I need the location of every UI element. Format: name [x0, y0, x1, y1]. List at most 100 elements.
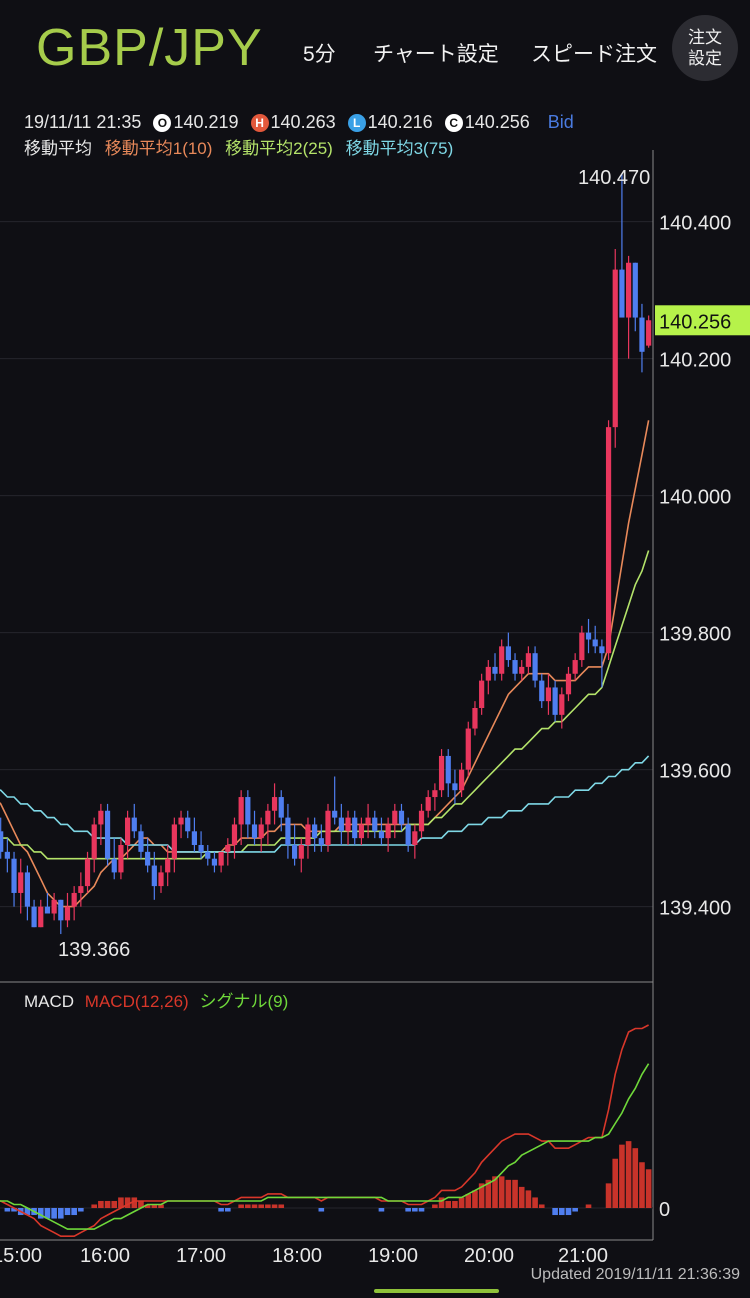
candle-body: [539, 680, 545, 702]
candle-body: [646, 320, 652, 346]
macd-histogram-bar: [559, 1208, 565, 1216]
candle: [298, 838, 304, 873]
candle: [131, 803, 137, 839]
candle: [512, 653, 518, 681]
candle: [78, 872, 84, 907]
candle-body: [191, 831, 197, 845]
y-tick-label: 140.400: [659, 213, 731, 235]
low-price-label: 139.366: [58, 939, 130, 961]
y-tick-label: 140.200: [659, 350, 731, 372]
candle-body: [325, 810, 331, 845]
candle-body: [412, 831, 418, 845]
candle: [118, 838, 124, 880]
candle-body: [438, 755, 445, 791]
macd-histogram-bar: [238, 1204, 244, 1208]
candle: [525, 646, 531, 674]
candle: [278, 790, 284, 832]
candle-body: [425, 797, 431, 811]
candle: [285, 803, 291, 859]
order-settings-button[interactable]: 注文 設定: [672, 15, 738, 81]
ma-line-2: [0, 550, 650, 860]
candle: [0, 817, 4, 859]
candle: [385, 817, 391, 852]
macd-histogram-bar: [131, 1197, 138, 1208]
macd-histogram-bar: [625, 1141, 632, 1208]
open-value: 140.219: [173, 112, 239, 132]
chart-settings-button[interactable]: チャート設定: [373, 43, 499, 66]
app-header: GBP/JPY 5分 チャート設定 スピード注文 注文 設定: [0, 0, 750, 104]
candle-body: [479, 680, 485, 708]
macd-histogram-bar: [445, 1200, 452, 1208]
candle-body: [265, 810, 271, 825]
candle: [178, 810, 184, 839]
candle: [405, 817, 411, 852]
candle: [318, 824, 324, 852]
macd-histogram-bar: [118, 1197, 124, 1208]
candle-body: [552, 687, 558, 715]
high-value: 140.263: [270, 112, 336, 132]
ma-legend: 移動平均 移動平均1(10) 移動平均2(25) 移動平均3(75): [24, 134, 461, 159]
current-price-label: 140.256: [659, 311, 731, 333]
candle-body: [18, 872, 24, 893]
candle-body: [111, 858, 117, 873]
candle: [358, 817, 364, 845]
candle-body: [318, 838, 324, 845]
x-tick-label: 20:00: [464, 1245, 514, 1267]
candle: [465, 721, 471, 777]
candle: [639, 303, 645, 373]
candle-body: [605, 427, 612, 654]
macd-histogram-bar: [37, 1208, 44, 1219]
high-price-label: 140.470: [578, 167, 650, 189]
macd-histogram-bar: [458, 1197, 465, 1208]
macd-histogram-bar: [78, 1208, 84, 1212]
candle: [312, 817, 318, 852]
candle-body: [565, 673, 572, 695]
candle: [138, 824, 144, 859]
y-tick-label: 139.400: [659, 898, 731, 920]
candle-body: [385, 824, 391, 839]
candle-body: [358, 824, 364, 839]
candle-body: [285, 817, 291, 845]
candle-body: [158, 872, 164, 887]
candle: [158, 865, 164, 893]
candle-body: [24, 872, 30, 907]
candle: [352, 810, 358, 845]
candle-body: [492, 666, 498, 674]
macd-histogram-bar: [64, 1208, 71, 1216]
macd-histogram-bar: [144, 1204, 151, 1208]
candle-body: [185, 817, 191, 832]
candle-body: [519, 666, 525, 674]
low-icon: L: [347, 113, 366, 132]
y-tick-label: 139.800: [659, 624, 731, 646]
candle-datetime: 19/11/11 21:35: [24, 112, 142, 132]
candle: [438, 749, 445, 798]
candle-body: [11, 858, 17, 893]
candle: [245, 790, 251, 839]
candle-body: [211, 858, 218, 866]
macd-histogram-bar: [378, 1208, 385, 1212]
candle: [292, 824, 298, 866]
candle-body: [51, 899, 57, 914]
candle: [632, 262, 638, 332]
macd-histogram-bar: [525, 1190, 532, 1208]
updated-timestamp: Updated 2019/11/11 21:36:39: [530, 1266, 740, 1283]
macd-histogram-bar: [158, 1204, 164, 1208]
candle: [499, 639, 505, 681]
macd-histogram-bar: [11, 1208, 17, 1212]
candle-body: [71, 892, 77, 907]
timeframe-button[interactable]: 5分: [303, 43, 336, 66]
candle: [91, 817, 97, 873]
candle: [605, 420, 612, 661]
currency-pair-title[interactable]: GBP/JPY: [36, 19, 263, 77]
macd-histogram-bar: [225, 1208, 231, 1212]
candle-body: [472, 708, 478, 729]
candle-body: [525, 653, 531, 667]
macd-histogram-bar: [405, 1208, 411, 1212]
candle: [305, 817, 311, 859]
page-indicator[interactable]: [374, 1289, 499, 1293]
macd-histogram-bar: [138, 1200, 144, 1208]
candle-body: [171, 824, 177, 859]
speed-order-button[interactable]: スピード注文: [531, 43, 657, 66]
x-tick-label: 19:00: [368, 1245, 418, 1267]
